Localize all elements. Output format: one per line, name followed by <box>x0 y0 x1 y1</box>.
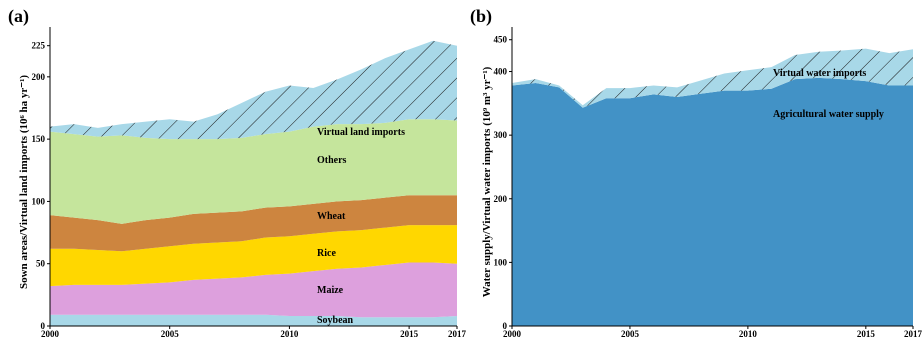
panel-a-chart: 0 50 100 150 200 225 2000 2005 2010 2015 2017 Virt… <box>8 6 467 339</box>
panel-a-label: (a) <box>8 6 29 27</box>
y-tick-label: 200 <box>32 72 46 82</box>
x-tick-label: 2010 <box>739 329 758 339</box>
panel-b-ylabel: Water supply/Virtual water imports (10⁹ … <box>481 66 493 297</box>
y-tick-label: 400 <box>494 67 508 77</box>
x-tick-label: 2000 <box>41 329 60 339</box>
panel-a-areas <box>50 40 457 326</box>
area-others <box>50 119 457 224</box>
panel-b-chart: 0 100 200 300 400 450 2000 2005 2010 2015 2017 Vir… <box>470 6 923 339</box>
panel-b-label: (b) <box>470 6 492 27</box>
y-tick-label: 0 <box>41 321 46 331</box>
panel-b-ticks: 0 100 200 300 400 450 2000 2005 2010 2015 2017 <box>494 35 923 339</box>
x-tick-label: 2000 <box>503 329 522 339</box>
panel-a-ticks: 0 50 100 150 200 225 2000 2005 2010 2015 2017 <box>32 41 467 339</box>
x-tick-label: 2005 <box>161 329 180 339</box>
annotation-soybean: Soybean <box>317 315 354 326</box>
y-tick-label: 450 <box>494 35 508 45</box>
panel-a-ylabel: Sown areas/Virtual land imports (10⁶ ha … <box>18 75 30 289</box>
annotation-agricultural-water-supply: Agricultural water supply <box>773 109 884 120</box>
x-tick-label: 2017 <box>904 329 923 339</box>
y-tick-label: 225 <box>32 41 46 51</box>
annotation-virtual-land-imports: Virtual land imports <box>317 127 405 138</box>
area-virtual-water-imports <box>512 48 913 108</box>
x-tick-label: 2015 <box>857 329 876 339</box>
panel-b-axes <box>511 27 913 327</box>
area-wheat <box>50 195 457 252</box>
annotation-rice: Rice <box>317 248 336 259</box>
panel-a-annotations: Virtual land imports Others Wheat Rice M… <box>317 127 405 326</box>
y-tick-label: 0 <box>503 321 508 331</box>
annotation-virtual-water-imports: Virtual water imports <box>773 68 866 79</box>
annotation-maize: Maize <box>317 285 344 296</box>
y-tick-label: 50 <box>36 259 46 269</box>
panel-b-annotations: Virtual water imports Agricultural water… <box>773 68 884 120</box>
panel-b-areas <box>512 48 913 326</box>
area-maize <box>50 262 457 318</box>
x-tick-label: 2010 <box>280 329 299 339</box>
annotation-wheat: Wheat <box>317 211 346 222</box>
area-rice <box>50 225 457 287</box>
annotation-others: Others <box>317 155 347 166</box>
y-tick-label: 150 <box>32 134 46 144</box>
x-tick-label: 2017 <box>448 329 467 339</box>
y-tick-label: 200 <box>494 194 508 204</box>
area-soybean <box>50 314 457 326</box>
area-agricultural-water-supply <box>512 77 913 326</box>
y-tick-label: 100 <box>32 196 46 206</box>
x-tick-label: 2015 <box>400 329 419 339</box>
y-tick-label: 300 <box>494 130 508 140</box>
y-tick-label: 100 <box>494 257 508 267</box>
x-tick-label: 2005 <box>621 329 640 339</box>
area-virtual-land-imports <box>50 40 457 140</box>
